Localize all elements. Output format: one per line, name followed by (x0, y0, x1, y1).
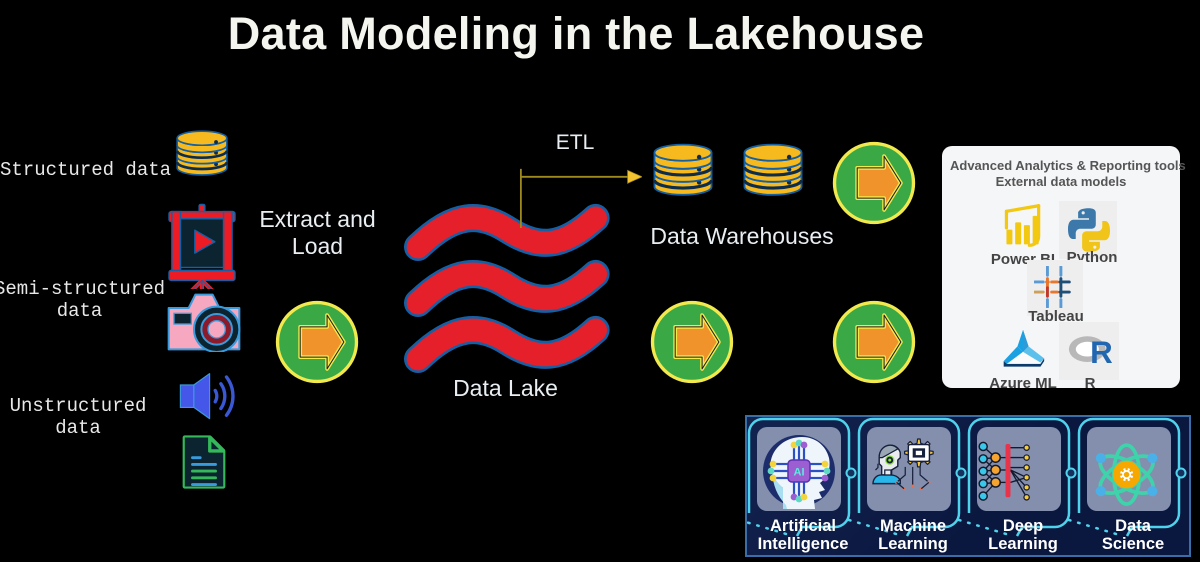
svg-text:Deep: Deep (1003, 517, 1043, 535)
svg-text:AI: AI (794, 467, 805, 479)
svg-text:Data: Data (1115, 517, 1152, 535)
svg-text:Learning: Learning (988, 535, 1058, 553)
svg-text:Learning: Learning (878, 535, 948, 553)
svg-text:Artificial: Artificial (770, 517, 836, 535)
svg-text:Intelligence: Intelligence (758, 535, 849, 553)
svg-text:Machine: Machine (880, 517, 946, 535)
svg-text:Science: Science (1102, 535, 1164, 553)
svg-text:R: R (1090, 335, 1113, 370)
